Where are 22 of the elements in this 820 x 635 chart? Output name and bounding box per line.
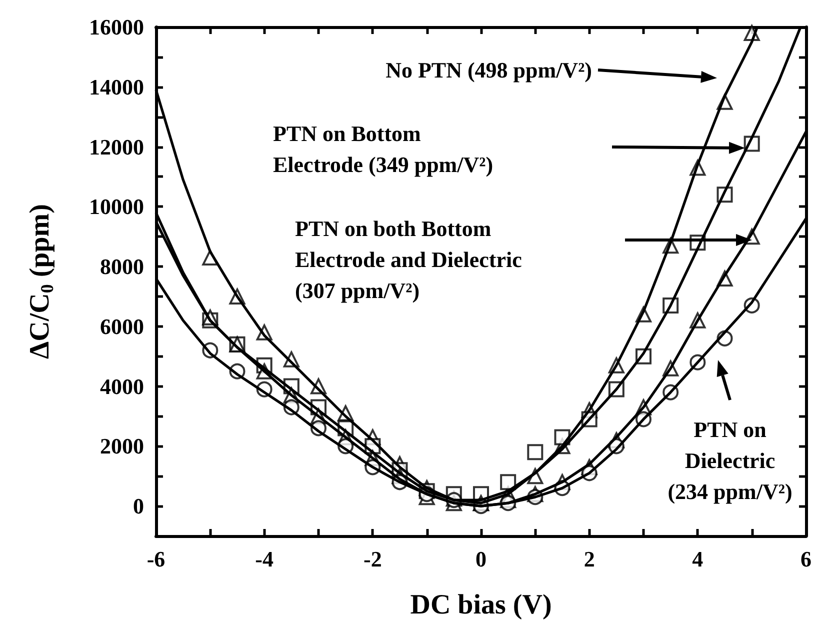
y-tick-label: 8000 <box>100 254 144 280</box>
y-tick-label: 12000 <box>89 134 144 160</box>
x-tick-label: -4 <box>255 546 274 572</box>
y-tick-label: 6000 <box>100 314 144 339</box>
y-tick-label: 0 <box>133 494 144 519</box>
x-tick-label: -2 <box>364 546 382 572</box>
x-axis-title: DC bias (V) <box>410 590 552 620</box>
y-tick-label: 16000 <box>89 14 144 40</box>
annotation: PTN on both Bottom Electrode and Dielectric (307 ppm/V²) <box>295 216 522 303</box>
x-tick-label: -6 <box>146 546 166 572</box>
x-tick-label: 4 <box>692 546 704 572</box>
y-tick-label: 2000 <box>100 434 144 459</box>
y-tick-label: 14000 <box>89 74 144 100</box>
x-tick-label: 6 <box>800 546 812 572</box>
annotation: PTN on Dielectric (234 ppm/V²) <box>668 417 792 504</box>
annotation: PTN on Bottom Electrode (349 ppm/V²) <box>273 121 494 177</box>
x-tick-label: 2 <box>584 546 595 572</box>
y-axis-title: ΔC/C0 (ppm) <box>24 204 57 359</box>
x-tick-label: 0 <box>476 546 486 572</box>
y-tick-label: 10000 <box>89 194 144 220</box>
annotation: No PTN (498 ppm/V²) <box>386 58 592 82</box>
y-tick-label: 4000 <box>100 374 144 399</box>
